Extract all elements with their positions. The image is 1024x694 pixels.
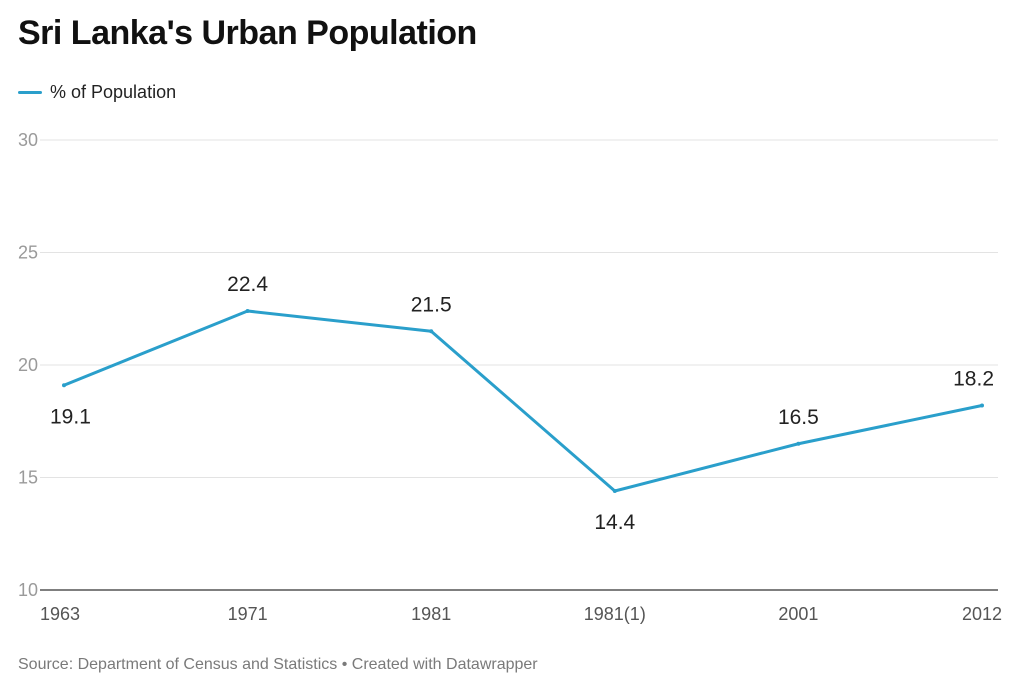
data-label: 19.1 xyxy=(50,405,91,428)
data-label: 18.2 xyxy=(953,368,994,391)
data-label: 16.5 xyxy=(778,406,819,429)
y-tick-label: 10 xyxy=(18,580,38,600)
data-point xyxy=(245,309,250,313)
y-tick-label: 20 xyxy=(18,355,38,375)
data-point xyxy=(62,383,66,388)
data-label: 22.4 xyxy=(227,273,268,296)
series-line xyxy=(62,309,984,493)
y-tick-label: 15 xyxy=(18,468,38,488)
grid-layer: 10 15 20 25 30 xyxy=(18,130,998,600)
data-point xyxy=(429,329,434,334)
legend-label: % of Population xyxy=(50,82,177,102)
data-label: 21.5 xyxy=(411,293,452,316)
y-tick-label: 25 xyxy=(18,243,38,263)
x-tick-label: 1971 xyxy=(228,604,268,624)
x-tick-label: 1981(1) xyxy=(584,604,646,624)
legend-swatch xyxy=(18,91,42,94)
x-tick-label: 2001 xyxy=(778,604,818,624)
data-label: 14.4 xyxy=(594,511,635,534)
data-point xyxy=(796,441,801,446)
y-tick-label: 30 xyxy=(18,130,38,150)
x-tick-label: 2012 xyxy=(962,604,1002,624)
data-point xyxy=(980,403,984,408)
label-layer: 1963 1971 1981 1981(1) 2001 2012 19.1 22.4 21.5 1… xyxy=(40,273,1002,624)
data-point xyxy=(612,489,617,493)
source-footer: Source: Department of Census and Statist… xyxy=(18,656,538,673)
x-tick-label: 1963 xyxy=(40,604,80,624)
x-tick-label: 1981 xyxy=(411,604,451,624)
legend: % of Population xyxy=(18,82,176,103)
chart-title: Sri Lanka's Urban Population xyxy=(18,14,477,52)
line-layer xyxy=(62,309,984,493)
